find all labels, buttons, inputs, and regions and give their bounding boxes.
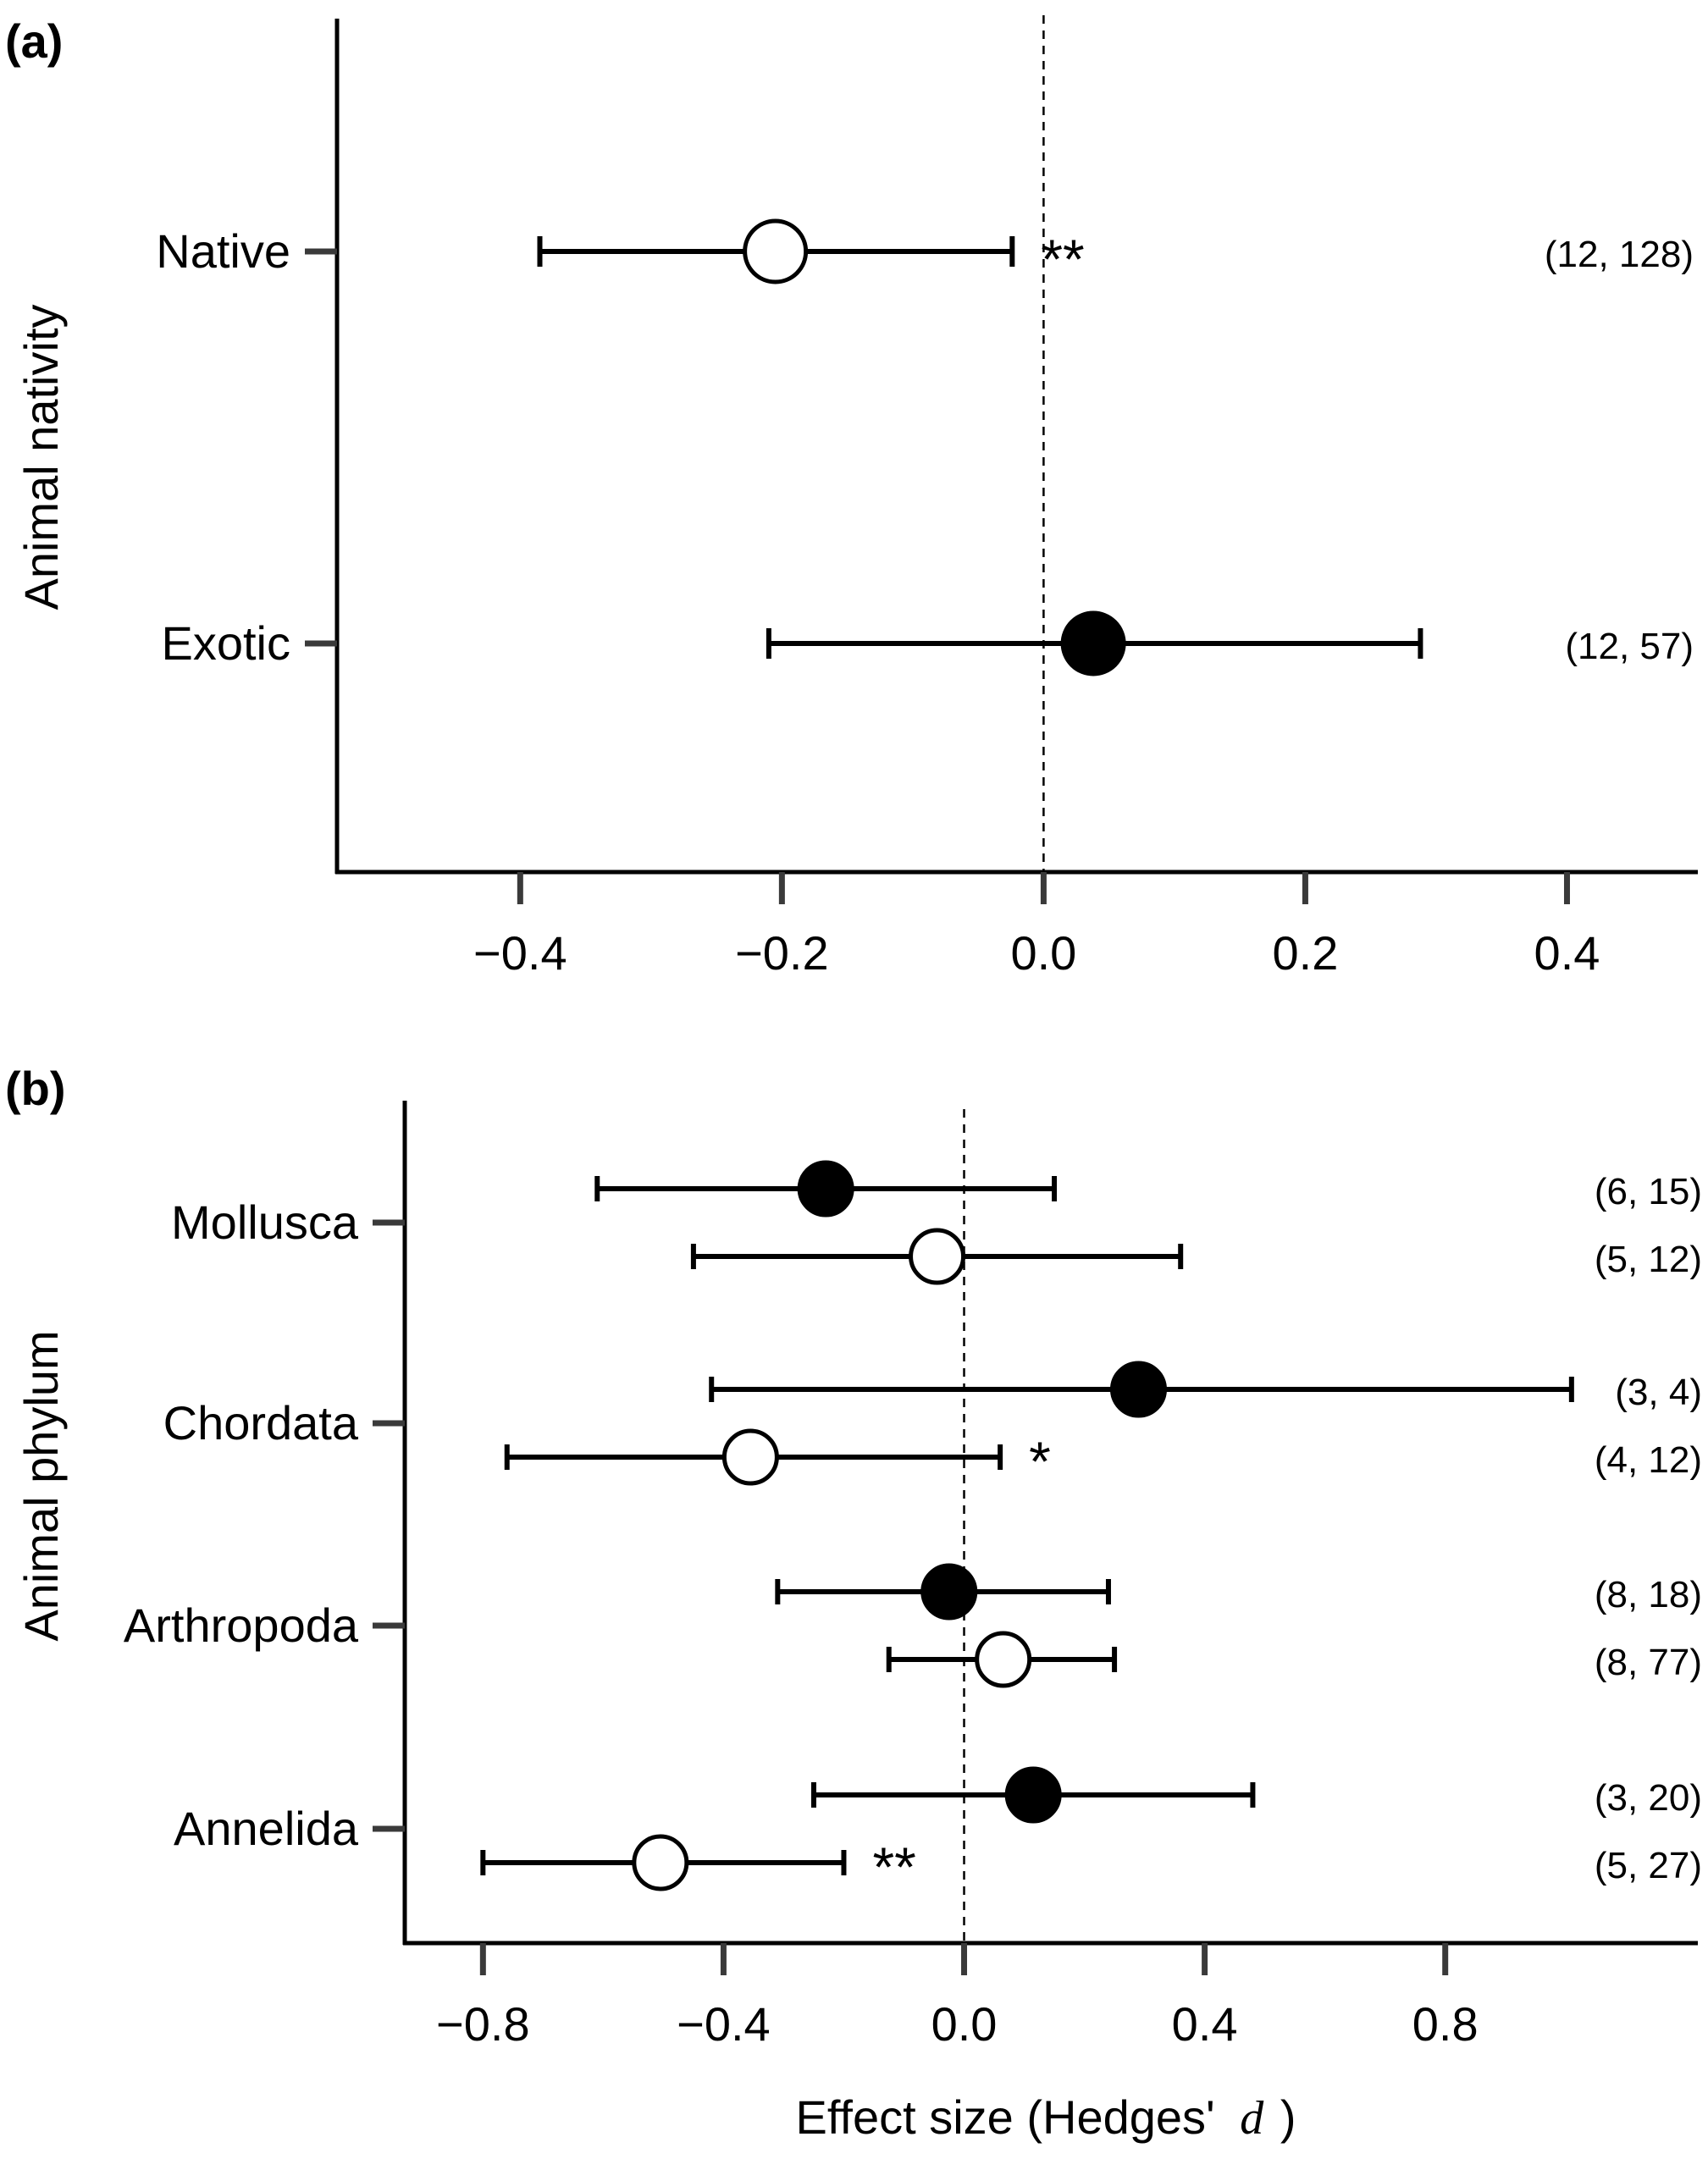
panel-a-x-tick-label: −0.4: [473, 926, 567, 980]
panel-a-category-label-exotic: Exotic: [162, 616, 291, 670]
panel-b-x-ticks: −0.8 −0.4 0.0 0.4 0.8: [436, 1943, 1479, 2051]
panel-b-point-open: [909, 1228, 966, 1285]
panel-b-point-filled: [1109, 1361, 1167, 1418]
panel-b-x-tick-label: 0.8: [1412, 1997, 1479, 2051]
panel-b-label: (b): [5, 1062, 66, 1115]
panel-a-significance-label: **: [1041, 228, 1084, 290]
panel-a-category-label-native: Native: [156, 224, 290, 278]
panel-b-n-label: (3, 20): [1595, 1777, 1702, 1819]
panel-b-point-open: [721, 1428, 779, 1486]
panel-b-n-label: (5, 12): [1595, 1239, 1702, 1280]
panel-b-ylabel: Animal phylum: [14, 1330, 68, 1641]
panel-b-y-ticks: Mollusca Chordata Arthropoda Annelida: [124, 1195, 405, 1855]
panel-a-y-ticks: Native Exotic: [156, 224, 337, 670]
panel-b-n-label: (5, 27): [1595, 1845, 1702, 1886]
x-axis-label: Effect size (Hedges' d ): [795, 2090, 1296, 2145]
panel-b-x-tick-label: −0.8: [436, 1997, 530, 2051]
panel-a-x-ticks: −0.4 −0.2 0.0 0.2 0.4: [473, 872, 1600, 980]
panel-a-x-tick-label: 0.2: [1273, 926, 1339, 980]
panel-b-significance-label: **: [872, 1836, 915, 1898]
panel-b-point-filled: [797, 1160, 854, 1218]
panel-a-points: ** (12, 128) (12, 57): [537, 218, 1694, 676]
panel-a-x-tick-label: 0.0: [1010, 926, 1076, 980]
panel-a-x-tick-label: 0.4: [1534, 926, 1600, 980]
panel-b-category-label-arthropoda: Arthropoda: [124, 1599, 359, 1652]
panel-b-x-tick-label: 0.0: [931, 1997, 998, 2051]
panel-a-n-label: (12, 128): [1545, 234, 1694, 275]
panel-a-point-open: [743, 218, 809, 284]
panel-b-point-filled: [1004, 1766, 1062, 1824]
panel-b-n-label: (4, 12): [1595, 1439, 1702, 1481]
x-axis-label-var: d: [1240, 2092, 1264, 2145]
panel-b-category-label-mollusca: Mollusca: [171, 1195, 359, 1249]
panel-a-n-label: (12, 57): [1565, 626, 1694, 667]
panel-b-point-filled: [920, 1563, 978, 1621]
panel-b-category-label-annelida: Annelida: [174, 1802, 359, 1855]
panel-b-points: (6, 15) (5, 12) (3, 4) * (4, 12) (8, 18) (8, 7…: [480, 1160, 1702, 1898]
panel-b-n-label: (6, 15): [1595, 1171, 1702, 1212]
panel-b-n-label: (3, 4): [1615, 1372, 1702, 1413]
panel-a-ylabel: Animal nativity: [14, 304, 68, 610]
panel-a-x-tick-label: −0.2: [735, 926, 829, 980]
panel-b: (b) Animal phylum −0.8 −0.4 0.0 0.4 0.8 Moll…: [5, 1062, 1702, 2051]
panel-b-x-tick-label: 0.4: [1172, 1997, 1238, 2051]
x-axis-label-prefix: Effect size (Hedges': [795, 2090, 1214, 2144]
panel-b-point-open: [632, 1834, 689, 1891]
panel-b-category-label-chordata: Chordata: [163, 1396, 359, 1449]
x-axis-label-suffix: ): [1280, 2090, 1296, 2144]
panel-b-n-label: (8, 77): [1595, 1642, 1702, 1683]
panel-b-x-tick-label: −0.4: [677, 1997, 771, 2051]
panel-a-point-filled: [1060, 610, 1126, 676]
panel-b-significance-label: *: [1029, 1430, 1051, 1493]
panel-a: (a) Animal nativity −0.4 −0.2 0.0 0.2 0.4 Na…: [5, 14, 1698, 980]
panel-b-n-label: (8, 18): [1595, 1574, 1702, 1615]
panel-a-label: (a): [5, 14, 63, 68]
panel-b-point-open: [975, 1631, 1032, 1688]
